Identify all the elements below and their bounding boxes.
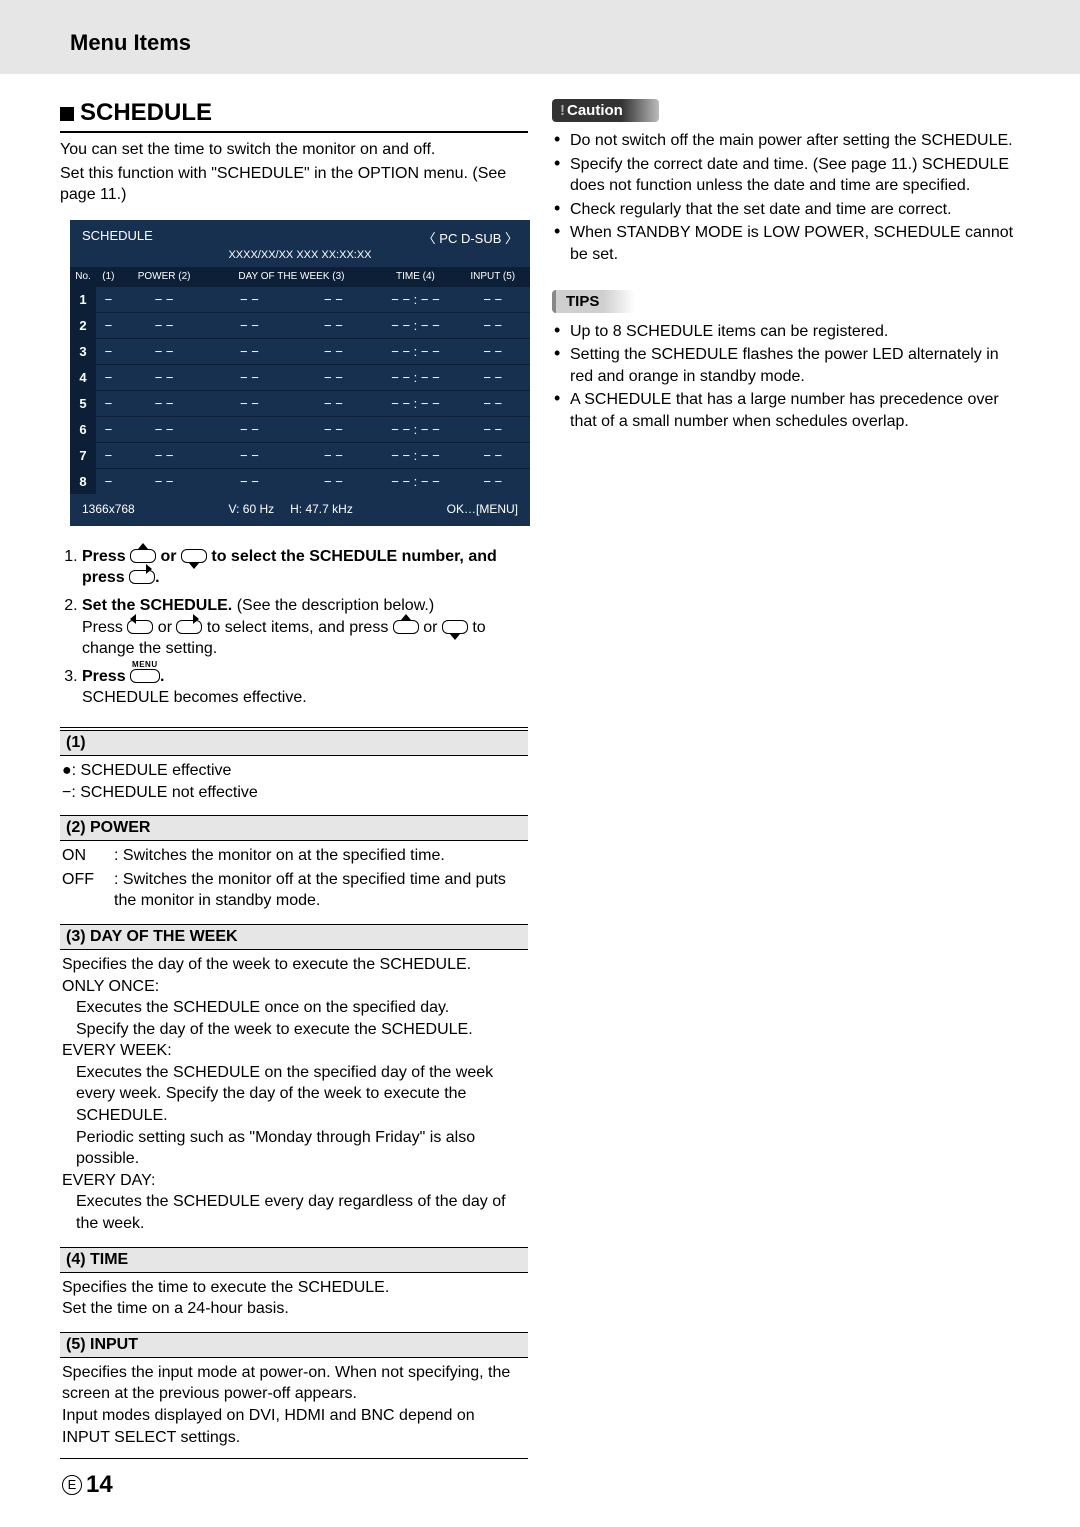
field-5-body: Specifies the input mode at power-on. Wh… <box>60 1358 528 1459</box>
left-column: SCHEDULE You can set the time to switch … <box>60 99 528 1459</box>
intro-block: You can set the time to switch the monit… <box>60 139 528 206</box>
menu-button-icon: MENU <box>130 669 160 683</box>
osd-v-freq: V: 60 Hz <box>229 502 275 516</box>
tips-flag: TIPS <box>552 290 635 313</box>
osd-row: 1−− −− −− −− − : − −− − <box>70 286 530 312</box>
down-arrow-icon <box>442 620 468 634</box>
caution-item: Specify the correct date and time. (See … <box>552 154 1020 197</box>
field-2-body: ON: Switches the monitor on at the speci… <box>60 841 528 922</box>
caution-list: Do not switch off the main power after s… <box>552 130 1020 266</box>
tips-list: Up to 8 SCHEDULE items can be registered… <box>552 321 1020 433</box>
osd-port: 〈 PC D-SUB 〉 <box>423 228 518 247</box>
field-2-head: (2) POWER <box>60 815 528 841</box>
osd-header-row: No. (1) POWER (2) DAY OF THE WEEK (3) TI… <box>70 267 530 287</box>
caution-flag: !Caution <box>552 99 659 122</box>
field-4-head: (4) TIME <box>60 1247 528 1273</box>
down-arrow-icon <box>181 549 207 563</box>
osd-row: 4−− −− −− −− − : − −− − <box>70 364 530 390</box>
osd-panel: SCHEDULE 〈 PC D-SUB 〉 XXXX/XX/XX XXX XX:… <box>70 220 530 526</box>
osd-row: 6−− −− −− −− − : − −− − <box>70 416 530 442</box>
right-column: !Caution Do not switch off the main powe… <box>552 99 1020 1459</box>
osd-row: 8−− −− −− −− − : − −− − <box>70 468 530 494</box>
osd-hdr-time: TIME (4) <box>375 267 455 287</box>
up-arrow-icon <box>393 620 419 634</box>
section-heading: SCHEDULE <box>60 99 528 133</box>
square-bullet-icon <box>60 107 74 121</box>
osd-row: 2−− −− −− −− − : − −− − <box>70 312 530 338</box>
caution-item: Check regularly that the set date and ti… <box>552 199 1020 221</box>
osd-title: SCHEDULE <box>82 228 153 247</box>
field-3-head: (3) DAY OF THE WEEK <box>60 924 528 950</box>
caution-item: When STANDBY MODE is LOW POWER, SCHEDULE… <box>552 222 1020 265</box>
osd-resolution: 1366x768 <box>82 502 135 516</box>
page-header-title: Menu Items <box>70 30 191 55</box>
step-3-result: SCHEDULE becomes effective. <box>82 689 307 706</box>
steps-list: Press or to select the SCHEDULE number, … <box>60 546 528 709</box>
tips-item: A SCHEDULE that has a large number has p… <box>552 389 1020 432</box>
page-header: Menu Items <box>0 0 1080 74</box>
osd-hdr-no: No. <box>70 267 96 287</box>
osd-ok-hint: OK…[MENU] <box>447 502 518 516</box>
right-arrow-icon <box>129 570 155 584</box>
osd-h-freq: H: 47.7 kHz <box>290 502 353 516</box>
page-number: E14 <box>62 1471 113 1499</box>
field-3-body: Specifies the day of the week to execute… <box>60 950 528 1245</box>
field-5-head: (5) INPUT <box>60 1332 528 1358</box>
field-1-body: ●: SCHEDULE effective −: SCHEDULE not ef… <box>60 756 528 813</box>
osd-table: No. (1) POWER (2) DAY OF THE WEEK (3) TI… <box>70 267 530 494</box>
osd-row: 7−− −− −− −− − : − −− − <box>70 442 530 468</box>
field-4-body: Specifies the time to execute the SCHEDU… <box>60 1273 528 1330</box>
left-arrow-icon <box>127 620 153 634</box>
field-1-head: (1) <box>60 730 528 756</box>
intro-line-2: Set this function with "SCHEDULE" in the… <box>60 163 528 206</box>
osd-datetime: XXXX/XX/XX XXX XX:XX:XX <box>70 249 530 267</box>
intro-line-1: You can set the time to switch the monit… <box>60 139 528 161</box>
step-3: Press MENU. SCHEDULE becomes effective. <box>82 666 528 709</box>
tips-item: Up to 8 SCHEDULE items can be registered… <box>552 321 1020 343</box>
step-2: Set the SCHEDULE. (See the description b… <box>82 595 528 660</box>
step-1: Press or to select the SCHEDULE number, … <box>82 546 528 589</box>
up-arrow-icon <box>130 549 156 563</box>
osd-row: 5−− −− −− −− − : − −− − <box>70 390 530 416</box>
tips-item: Setting the SCHEDULE flashes the power L… <box>552 344 1020 387</box>
osd-row: 3−− −− −− −− − : − −− − <box>70 338 530 364</box>
osd-hdr-1: (1) <box>96 267 121 287</box>
osd-hdr-power: POWER (2) <box>121 267 208 287</box>
right-arrow-icon <box>176 620 202 634</box>
page-number-value: 14 <box>86 1471 113 1498</box>
osd-hdr-day: DAY OF THE WEEK (3) <box>207 267 375 287</box>
caution-item: Do not switch off the main power after s… <box>552 130 1020 152</box>
page-lang-icon: E <box>62 1475 82 1495</box>
osd-hdr-input: INPUT (5) <box>455 267 530 287</box>
section-heading-text: SCHEDULE <box>80 99 212 126</box>
